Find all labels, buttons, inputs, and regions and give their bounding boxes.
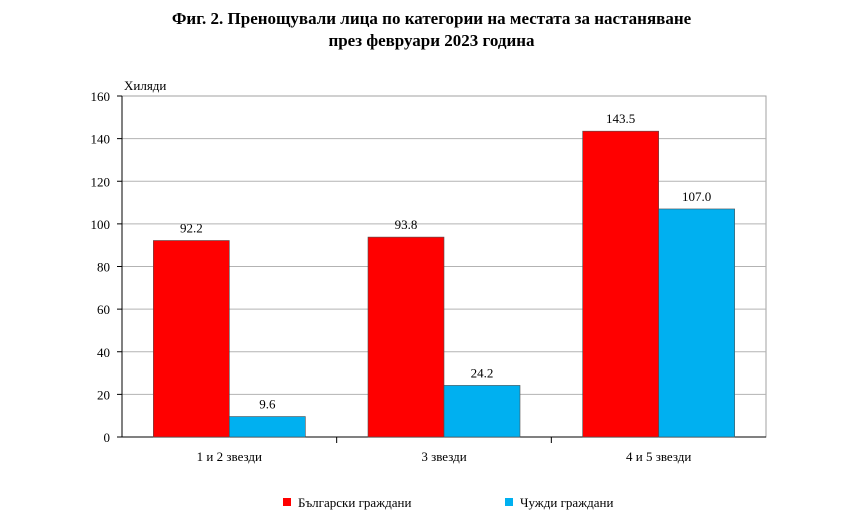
data-label: 93.8 [395, 217, 418, 232]
y-tick-label: 120 [91, 174, 111, 189]
y-tick-label: 20 [97, 387, 110, 402]
chart-title-line-1: Фиг. 2. Пренощували лица по категории на… [171, 9, 692, 28]
bar-bulgarian [582, 130, 659, 438]
y-tick-label: 100 [91, 217, 111, 232]
data-label: 143.5 [606, 111, 635, 126]
legend-label-foreign: Чужди граждани [520, 495, 614, 510]
bar-bulgarian [367, 236, 445, 438]
chart-title-line-2: през февруари 2023 година [328, 31, 535, 50]
y-tick-label: 140 [91, 132, 111, 147]
legend-swatch-foreign [505, 498, 513, 506]
data-label: 9.6 [259, 397, 276, 412]
data-label: 24.2 [471, 365, 494, 380]
x-tick-label: 1 и 2 звезди [197, 449, 262, 464]
bar-bulgarian [153, 240, 230, 438]
legend-swatch-bulgarian [283, 498, 291, 506]
bar-foreign [229, 416, 306, 438]
y-tick-label: 60 [97, 302, 110, 317]
y-tick-label: 0 [104, 430, 111, 445]
y-tick-label: 80 [97, 260, 110, 275]
y-tick-label: 160 [91, 89, 111, 104]
bar-foreign [443, 385, 521, 438]
data-label: 107.0 [682, 189, 711, 204]
legend-label-bulgarian: Български граждани [298, 495, 411, 510]
bar-foreign [658, 208, 735, 438]
x-tick-label: 3 звезди [421, 449, 466, 464]
y-tick-label: 40 [97, 345, 110, 360]
y-axis-label: Хиляди [124, 78, 166, 93]
data-label: 92.2 [180, 220, 203, 235]
x-tick-label: 4 и 5 звезди [626, 449, 691, 464]
